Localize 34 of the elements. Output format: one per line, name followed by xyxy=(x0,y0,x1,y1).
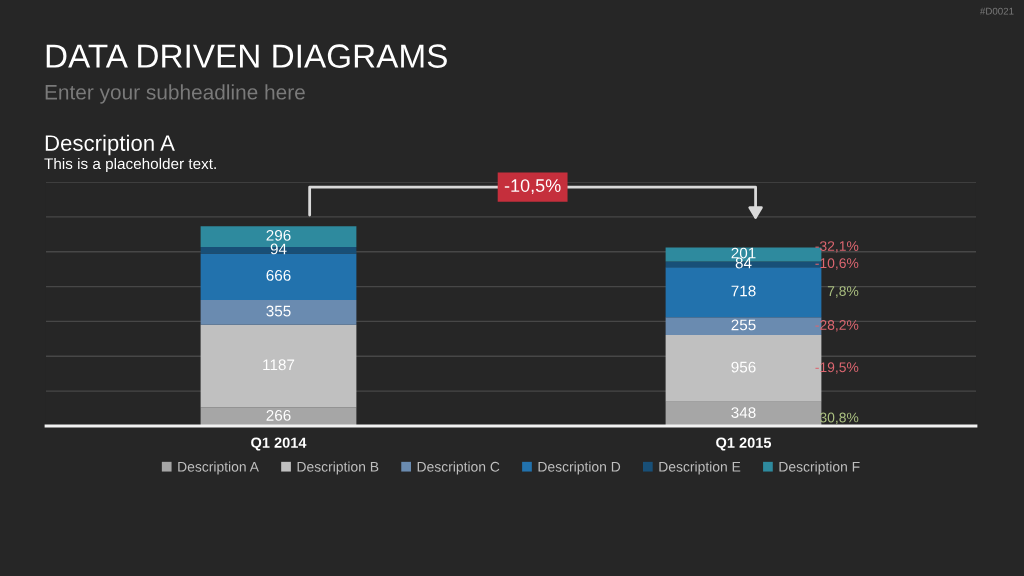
legend-label: Description B xyxy=(297,461,379,475)
chart-subtitle: Enter your subheadline here xyxy=(45,84,305,104)
legend-label: Description E xyxy=(659,461,741,475)
bar xyxy=(200,253,357,300)
data-label: 201 xyxy=(731,247,756,259)
data-label: 84 xyxy=(735,257,752,269)
text: This is a placeholder text. xyxy=(44,157,216,173)
data-label: 666 xyxy=(266,270,291,281)
x-tick-label: Q1 2015 xyxy=(716,437,772,451)
x-tick-label: Q1 2014 xyxy=(251,437,307,451)
data-label: 296 xyxy=(266,229,291,241)
data-label: 1187 xyxy=(263,359,295,371)
bar xyxy=(665,401,822,426)
legend-label: Description C xyxy=(417,461,500,475)
data-label: 94 xyxy=(270,243,287,255)
data-label: 355 xyxy=(266,305,291,317)
data-label: 255 xyxy=(731,319,756,331)
annotation: -10,5% xyxy=(504,179,561,195)
data-label: 956 xyxy=(731,361,756,373)
chart-title: DATA DRIVEN DIAGRAMS xyxy=(46,44,447,68)
bar xyxy=(200,324,357,408)
bar xyxy=(200,407,357,426)
annotation: -32,1% xyxy=(815,241,859,253)
data-label: 266 xyxy=(266,410,291,421)
legend-label: Description D xyxy=(538,461,621,475)
text: Description A xyxy=(45,134,175,156)
legend-label: Description F xyxy=(779,461,860,475)
data-label: 718 xyxy=(731,285,756,297)
bar xyxy=(200,299,357,325)
data-label: 348 xyxy=(731,407,756,418)
text: #D0021 xyxy=(979,7,1014,15)
annotation: 7,8% xyxy=(827,286,859,298)
annotation: -10,6% xyxy=(815,258,859,270)
legend-label: Description A xyxy=(178,461,259,475)
